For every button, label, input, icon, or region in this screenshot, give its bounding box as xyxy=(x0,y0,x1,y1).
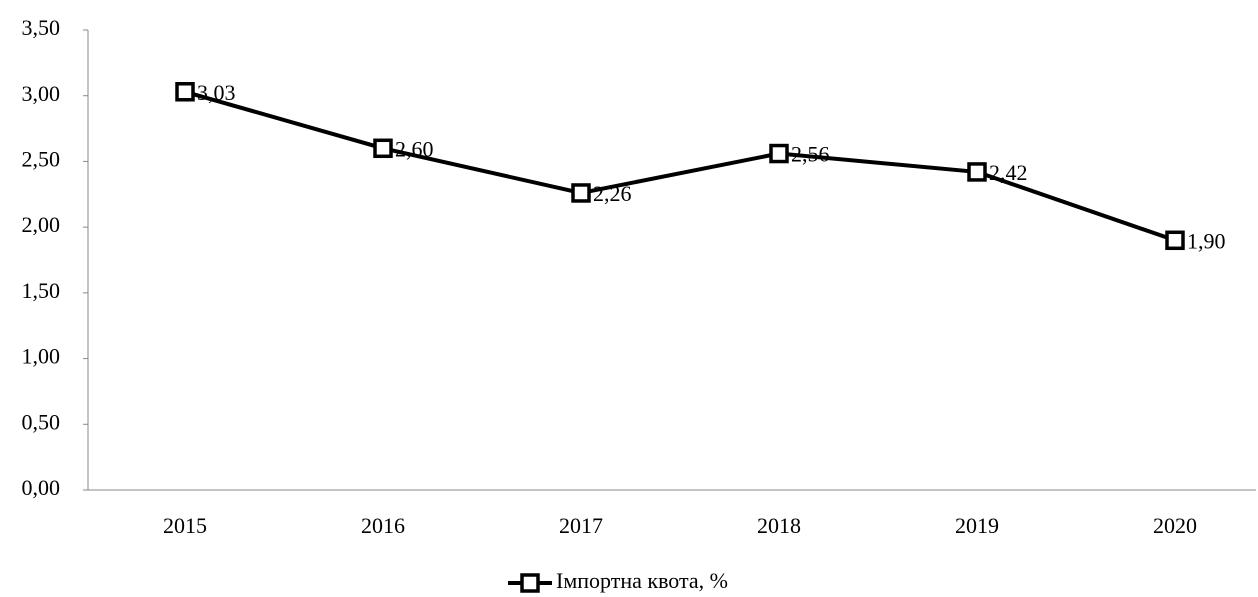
data-label: 2,56 xyxy=(791,142,830,167)
marker xyxy=(373,138,393,159)
series-line xyxy=(184,89,1176,243)
x-tick-label: 2020 xyxy=(1153,513,1197,538)
y-tick-label: 1,50 xyxy=(22,278,61,303)
y-tick-label: 1,00 xyxy=(22,344,61,369)
y-tick-label: 2,00 xyxy=(22,212,61,237)
x-tick-label: 2018 xyxy=(757,513,801,538)
data-label: 3,03 xyxy=(197,80,236,105)
marker xyxy=(1165,230,1185,251)
x-tick-label: 2015 xyxy=(163,513,207,538)
marker xyxy=(175,82,195,102)
x-tick-label: 2017 xyxy=(559,513,603,538)
x-tick-label: 2019 xyxy=(955,513,999,538)
marker xyxy=(769,143,789,164)
data-label: 1,90 xyxy=(1187,228,1226,253)
legend-label: Імпортна квота, % xyxy=(556,568,728,593)
data-label: 2,42 xyxy=(989,160,1028,185)
marker xyxy=(571,183,591,203)
y-tick-label: 0,00 xyxy=(22,475,61,500)
y-tick-label: 0,50 xyxy=(22,409,61,434)
y-tick-label: 3,50 xyxy=(22,15,61,40)
y-tick-label: 3,00 xyxy=(22,81,61,106)
data-label: 2,26 xyxy=(593,181,632,206)
y-tick-label: 2,50 xyxy=(22,146,61,171)
marker xyxy=(967,162,987,182)
legend-marker xyxy=(520,573,540,593)
data-label: 2,60 xyxy=(395,136,434,161)
x-tick-label: 2016 xyxy=(361,513,405,538)
